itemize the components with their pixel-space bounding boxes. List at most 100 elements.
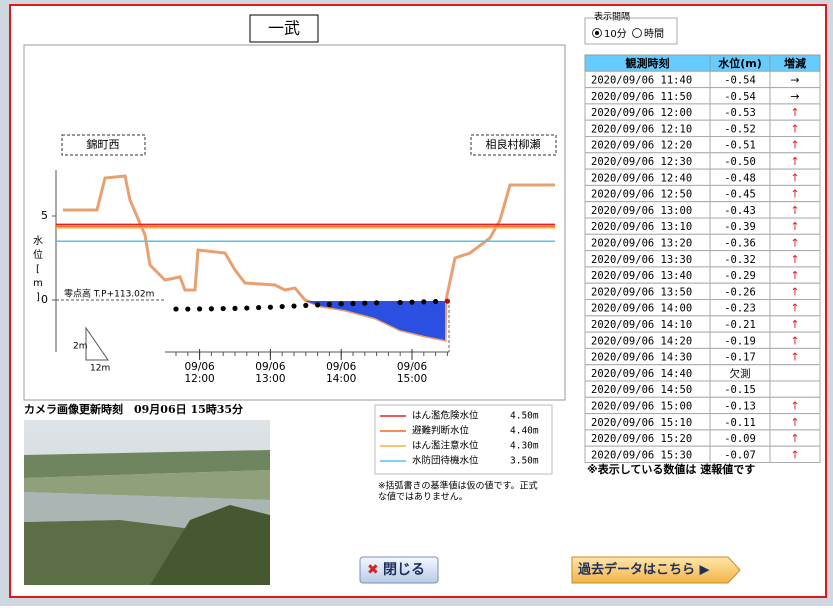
close-icon: ✖	[367, 562, 379, 578]
trend: ↑	[790, 253, 799, 266]
water-level: -0.29	[724, 270, 756, 282]
water-level: -0.26	[724, 286, 756, 298]
water-level: -0.48	[724, 172, 756, 184]
trend: ↑	[790, 269, 799, 282]
radio-label[interactable]: 時間	[644, 28, 664, 40]
trend: ↑	[790, 236, 799, 249]
legend-level: 3.50m	[510, 456, 539, 467]
level-point	[374, 300, 379, 305]
x-tick-time: 13:00	[255, 373, 285, 385]
water-level: -0.51	[724, 140, 756, 152]
obs-time: 2020/09/06 15:20	[591, 433, 692, 445]
zero-note: 零点高 T.P+113.02m	[64, 288, 154, 300]
water-level: -0.15	[724, 384, 756, 396]
legend-name: 避難判断水位	[412, 425, 470, 437]
title: 一武	[268, 19, 300, 38]
camera-caption: カメラ画像更新時刻 09月06日 15時35分	[24, 402, 243, 416]
obs-time: 2020/09/06 13:10	[591, 221, 692, 233]
table-header: 水位(m)	[718, 56, 762, 70]
obs-time: 2020/09/06 15:10	[591, 417, 692, 429]
water-level: -0.36	[724, 237, 756, 249]
level-point	[268, 305, 273, 310]
level-point	[291, 303, 296, 308]
level-point	[173, 306, 178, 311]
obs-time: 2020/09/06 14:00	[591, 303, 692, 315]
trend: ↑	[790, 220, 799, 233]
x-tick-date: 09/06	[184, 361, 215, 373]
trend: ↑	[790, 188, 799, 201]
trend: ↑	[790, 171, 799, 184]
x-tick-date: 09/06	[255, 361, 286, 373]
legend-name: はん濫注意水位	[412, 440, 479, 452]
legend-level: 4.30m	[510, 441, 539, 452]
obs-time: 2020/09/06 15:30	[591, 449, 692, 461]
y-tick-label: 0	[41, 293, 48, 306]
x-tick-date: 09/06	[397, 361, 428, 373]
level-point	[209, 306, 214, 311]
scale-width: 12m	[90, 364, 110, 374]
obs-time: 2020/09/06 12:10	[591, 123, 692, 135]
obs-time: 2020/09/06 14:40	[591, 368, 692, 380]
obs-time: 2020/09/06 12:20	[591, 140, 692, 152]
level-point	[185, 306, 190, 311]
x-tick-time: 14:00	[326, 373, 356, 385]
interval-label: 表示間隔	[594, 11, 630, 23]
level-point	[280, 304, 285, 309]
table-cell	[770, 365, 820, 381]
level-point	[244, 305, 249, 310]
water-level: -0.52	[724, 123, 756, 135]
table-note: ※表示している数値は 速報値です	[587, 462, 755, 476]
trend: ↑	[790, 416, 799, 429]
obs-time: 2020/09/06 14:30	[591, 352, 692, 364]
table-header: 観測時刻	[626, 56, 670, 70]
station-left: 錦町西	[87, 137, 120, 151]
level-point	[350, 301, 355, 306]
obs-time: 2020/09/06 12:00	[591, 107, 692, 119]
obs-time: 2020/09/06 12:40	[591, 172, 692, 184]
trend: ↑	[790, 432, 799, 445]
close-label[interactable]: 閉じる	[383, 562, 425, 578]
level-point	[362, 301, 367, 306]
obs-time: 2020/09/06 12:30	[591, 156, 692, 168]
water-level: -0.32	[724, 254, 756, 266]
level-point	[221, 306, 226, 311]
trend: ↑	[790, 204, 799, 217]
obs-time: 2020/09/06 14:10	[591, 319, 692, 331]
x-tick-time: 15:00	[397, 373, 427, 385]
water-level: -0.43	[724, 205, 756, 217]
trend: →	[790, 90, 799, 103]
trend: ↑	[790, 139, 799, 152]
water-level: -0.09	[724, 433, 756, 445]
water-level: -0.07	[724, 449, 756, 461]
water-level: -0.45	[724, 189, 756, 201]
trend: →	[790, 73, 799, 86]
radio[interactable]	[633, 29, 642, 38]
water-level: -0.23	[724, 303, 756, 315]
water-level: -0.50	[724, 156, 756, 168]
screen: 一武 錦町西 相良村柳瀬 零点高 T.P+113.02m 2m 12m 水位[m…	[0, 0, 833, 606]
level-point	[232, 306, 237, 311]
level-point	[409, 300, 414, 305]
close-button[interactable]: ✖ 閉じる	[360, 557, 438, 583]
legend-level: 4.40m	[510, 426, 539, 437]
radio-label[interactable]: 10分	[604, 28, 627, 40]
level-point	[303, 303, 308, 308]
camera-image	[24, 420, 270, 585]
past-data-label[interactable]: 過去データはこちら ▶	[577, 562, 710, 578]
water-level: -0.54	[724, 74, 756, 86]
obs-time: 2020/09/06 13:00	[591, 205, 692, 217]
level-point	[445, 299, 450, 304]
level-point	[327, 302, 332, 307]
legend-name: 水防団待機水位	[412, 455, 479, 467]
page: 一武 錦町西 相良村柳瀬 零点高 T.P+113.02m 2m 12m 水位[m…	[0, 0, 833, 606]
obs-time: 2020/09/06 14:20	[591, 335, 692, 347]
chart-panel	[24, 45, 565, 400]
obs-time: 2020/09/06 13:20	[591, 237, 692, 249]
water-level: -0.53	[724, 107, 756, 119]
obs-time: 2020/09/06 13:50	[591, 286, 692, 298]
water-level: -0.13	[724, 400, 756, 412]
past-data-button[interactable]: 過去データはこちら ▶	[572, 557, 740, 583]
water-level: -0.54	[724, 91, 756, 103]
obs-time: 2020/09/06 11:50	[591, 91, 692, 103]
table-cell	[770, 381, 820, 397]
